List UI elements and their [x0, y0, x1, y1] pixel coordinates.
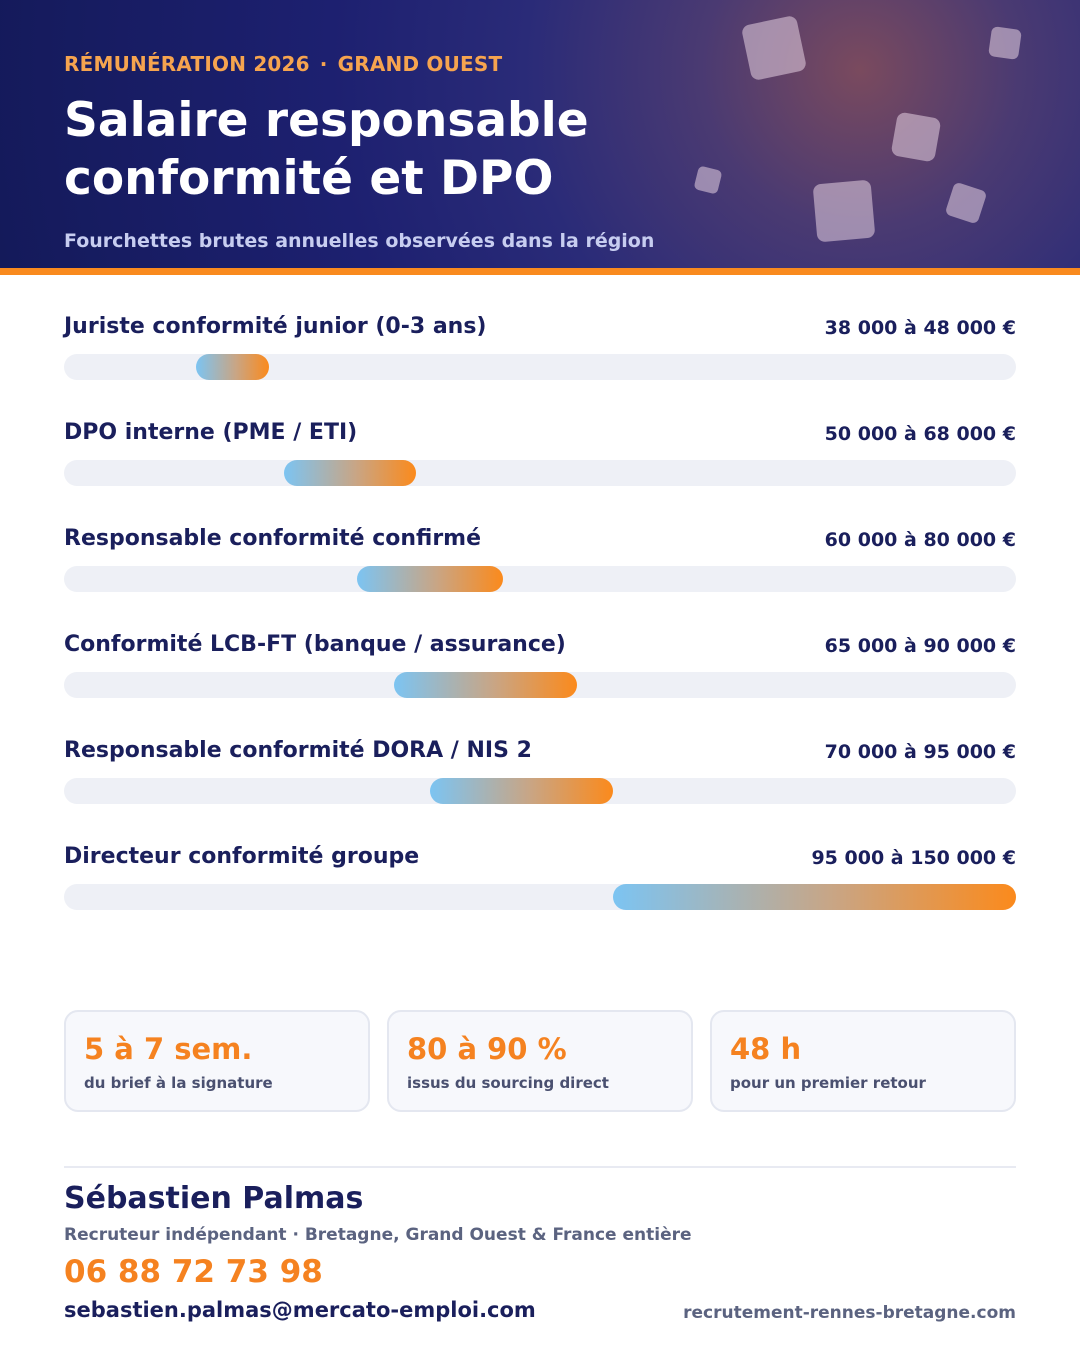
salary-range-track [64, 566, 1016, 592]
contact-website[interactable]: recrutement-rennes-bretagne.com [683, 1303, 1016, 1323]
salary-row: Juriste conformité junior (0-3 ans) 38 00… [64, 314, 1016, 380]
page-subtitle: Fourchettes brutes annuelles observées d… [64, 230, 655, 252]
decorative-square [988, 26, 1022, 60]
decorative-square [740, 14, 808, 82]
contact-name: Sébastien Palmas [64, 1181, 364, 1216]
salary-range-track [64, 884, 1016, 910]
salary-row-value: 65 000 à 90 000 € [824, 635, 1016, 657]
contact-phone[interactable]: 06 88 72 73 98 [64, 1254, 323, 1290]
salary-range-bar [195, 354, 270, 380]
salary-range-bar [613, 884, 1016, 910]
decorative-square [812, 179, 876, 243]
kicker-separator: · [319, 52, 328, 76]
header-banner: RÉMUNÉRATION 2026 · GRAND OUEST Salaire re… [0, 0, 1080, 268]
salary-range-track [64, 460, 1016, 486]
salary-row: DPO interne (PME / ETI) 50 000 à 68 000 € [64, 420, 1016, 486]
salary-row-label: Conformité LCB-FT (banque / assurance) [64, 632, 566, 657]
kicker-topic: RÉMUNÉRATION 2026 [64, 52, 310, 76]
salary-range-bar [283, 460, 416, 486]
contact-role: Recruteur indépendant · Bretagne, Grand … [64, 1225, 692, 1245]
decorative-square [890, 111, 942, 163]
stat-value: 48 h [730, 1032, 802, 1066]
salary-range-bar [430, 778, 614, 804]
salary-row-label: Directeur conformité groupe [64, 844, 420, 869]
contact-email[interactable]: sebastien.palmas@mercato-emploi.com [64, 1298, 536, 1322]
stat-card-delay: 5 à 7 sem. du brief à la signature [64, 1010, 370, 1112]
salary-row-label: DPO interne (PME / ETI) [64, 420, 358, 445]
stat-value: 5 à 7 sem. [84, 1032, 253, 1066]
salary-row-value: 60 000 à 80 000 € [824, 529, 1016, 551]
stat-label: du brief à la signature [84, 1074, 273, 1092]
salary-range-track [64, 672, 1016, 698]
salary-range-track [64, 778, 1016, 804]
salary-row-value: 70 000 à 95 000 € [824, 741, 1016, 763]
salary-row-label: Juriste conformité junior (0-3 ans) [64, 314, 487, 339]
salary-range-bar [356, 566, 504, 592]
salary-range-track [64, 354, 1016, 380]
page-title: Salaire responsable conformité et DPO [64, 93, 589, 206]
salary-row-value: 95 000 à 150 000 € [811, 847, 1016, 869]
stat-card-response: 48 h pour un premier retour [710, 1010, 1016, 1112]
stat-value: 80 à 90 % [407, 1032, 567, 1066]
salary-range-bar [393, 672, 577, 698]
salary-row: Directeur conformité groupe 95 000 à 150 … [64, 844, 1016, 910]
kicker-region: GRAND OUEST [337, 52, 503, 76]
stat-label: pour un premier retour [730, 1074, 926, 1092]
salary-row-label: Responsable conformité confirmé [64, 526, 482, 551]
salary-row: Conformité LCB-FT (banque / assurance) 65… [64, 632, 1016, 698]
kicker: RÉMUNÉRATION 2026 · GRAND OUEST [64, 52, 502, 76]
decorative-square [944, 181, 988, 225]
salary-row-value: 38 000 à 48 000 € [824, 317, 1016, 339]
salary-row: Responsable conformité DORA / NIS 2 70 00… [64, 738, 1016, 804]
salary-row-value: 50 000 à 68 000 € [824, 423, 1016, 445]
footer-divider [64, 1166, 1016, 1168]
stat-card-sourcing: 80 à 90 % issus du sourcing direct [387, 1010, 693, 1112]
salary-row-label: Responsable conformité DORA / NIS 2 [64, 738, 532, 763]
salary-row: Responsable conformité confirmé 60 000 à … [64, 526, 1016, 592]
stat-label: issus du sourcing direct [407, 1074, 609, 1092]
header-accent-bar [0, 268, 1080, 275]
